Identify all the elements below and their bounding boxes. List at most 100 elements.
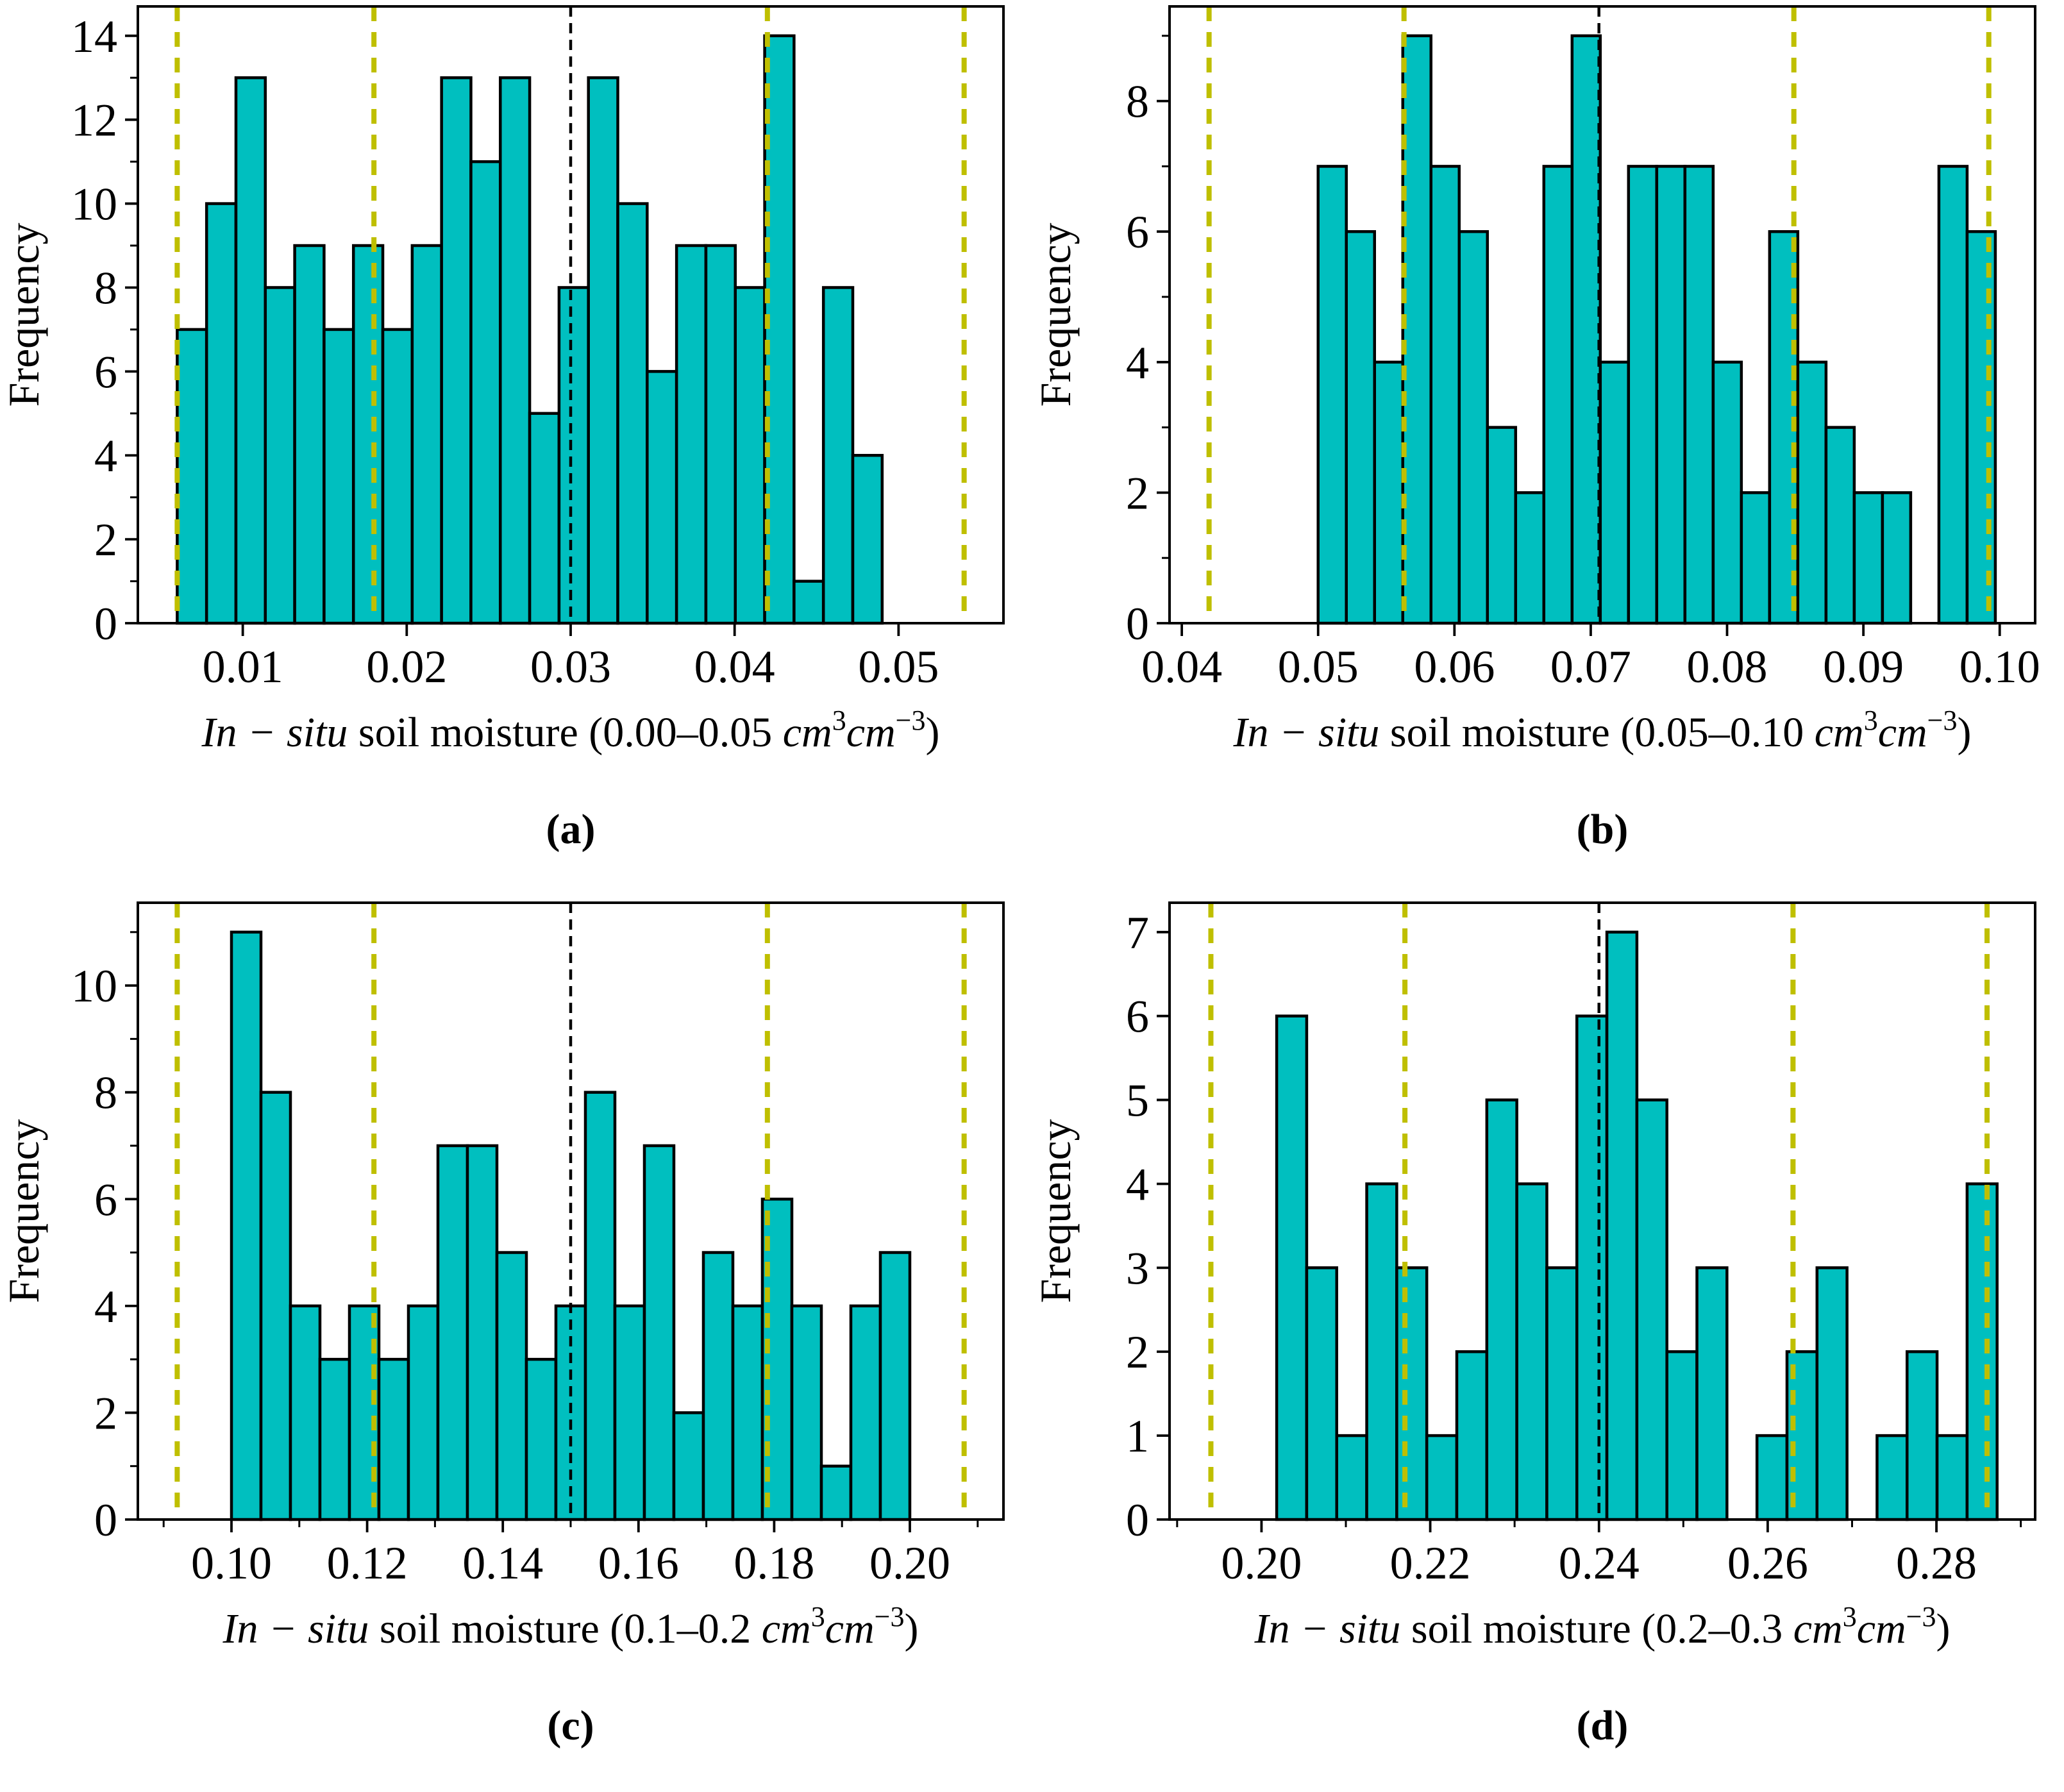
- histogram-bar: [642, 1144, 676, 1521]
- y-axis-label: Frequency: [1032, 222, 1080, 406]
- histogram-bar: [1635, 1098, 1668, 1521]
- histogram-panel-a: 0.01 0.02 0.03 0.04 0.05 0 2 4 6 8 10 12 14 In − situ…: [0, 0, 1032, 896]
- histogram-bar: [436, 1144, 469, 1521]
- y-tick-label: 4: [1126, 337, 1149, 389]
- histogram-bar: [646, 370, 678, 625]
- chart-d-canvas: 0.20 0.22 0.24 0.26 0.28 0 1 2 3 4 5 6 7 In − situ so…: [1032, 901, 2036, 1652]
- x-tick-label: 0.03: [530, 641, 611, 692]
- x-tick-label: 0.04: [694, 641, 775, 692]
- histogram-bar: [1373, 360, 1405, 625]
- histogram-bar: [289, 1304, 322, 1521]
- caption-b: (b): [1576, 806, 1629, 853]
- histogram-bar: [495, 1251, 528, 1521]
- histogram-bar: [524, 1357, 558, 1521]
- histogram-bar: [1965, 1182, 1999, 1521]
- chart-a-canvas: 0.01 0.02 0.03 0.04 0.05 0 2 4 6 8 10 12 14 In − situ…: [0, 5, 1005, 756]
- histogram-bar: [1275, 1014, 1309, 1521]
- x-tick-label: 0.14: [462, 1537, 543, 1589]
- histogram-bars: [1316, 34, 1997, 625]
- y-tick-label: 6: [1126, 991, 1149, 1043]
- histogram-bar: [1401, 34, 1433, 625]
- histogram-panel-d: 0.20 0.22 0.24 0.26 0.28 0 1 2 3 4 5 6 7 In − situ so…: [1032, 896, 2064, 1792]
- histogram-bar: [348, 1304, 381, 1521]
- plot-frame: [1168, 5, 2036, 624]
- histogram-bar: [1514, 491, 1546, 625]
- y-tick-label: 2: [94, 1387, 117, 1439]
- histogram-bar: [731, 1304, 764, 1521]
- histogram-bar: [264, 286, 296, 625]
- y-axis-label: Frequency: [0, 1119, 48, 1303]
- y-tick-label: 6: [94, 1174, 117, 1225]
- histogram-bar: [407, 1304, 440, 1521]
- x-tick-label: 0.10: [1959, 641, 2040, 692]
- tick-labels: 0.04 0.05 0.06 0.07 0.08 0.09 0.10 0 2 4 6 8: [1126, 76, 2040, 692]
- y-tick-label: 0: [1126, 598, 1149, 649]
- histogram-bar: [176, 328, 208, 625]
- axis-ticks: [125, 931, 979, 1532]
- y-axis-label: Frequency: [1032, 1119, 1080, 1303]
- x-tick-label: 0.09: [1823, 641, 1904, 692]
- sigma-lines: [1206, 6, 1992, 623]
- histogram-bar: [557, 286, 590, 625]
- histogram-bar: [1542, 165, 1574, 625]
- histogram-bar: [1937, 165, 1969, 625]
- histogram-bar: [351, 244, 385, 625]
- histogram-bar: [1824, 426, 1856, 625]
- histogram-bar: [1305, 1266, 1338, 1521]
- x-tick-label: 0.16: [598, 1537, 679, 1589]
- x-tick-label: 0.12: [327, 1537, 408, 1589]
- histogram-bar: [1425, 1434, 1459, 1521]
- histogram-bar: [1655, 165, 1687, 625]
- x-axis-label: In − situ soil moisture (0.1–0.2 cm3cm−3…: [222, 1601, 919, 1652]
- x-tick-label: 0.28: [1896, 1537, 1977, 1589]
- histogram-bar: [1796, 360, 1828, 625]
- histogram-bar: [1852, 491, 1884, 625]
- x-tick-label: 0.26: [1727, 1537, 1808, 1589]
- histogram-bar: [793, 580, 825, 625]
- histogram-bar: [1665, 1350, 1699, 1521]
- histogram-bar: [1785, 1350, 1819, 1521]
- histogram-bar: [230, 930, 263, 1521]
- histogram-bar: [259, 1091, 292, 1521]
- histogram-bar: [1429, 165, 1461, 625]
- axis-ticks: [1157, 35, 2001, 636]
- y-tick-label: 6: [94, 346, 117, 398]
- y-tick-label: 2: [1126, 1327, 1149, 1378]
- histogram-bar: [821, 286, 855, 625]
- histogram-bars: [1275, 930, 1999, 1521]
- y-tick-label: 0: [1126, 1495, 1149, 1546]
- y-tick-label: 10: [71, 960, 117, 1012]
- x-tick-label: 0.06: [1414, 641, 1495, 692]
- y-tick-label: 8: [1126, 76, 1149, 128]
- y-tick-label: 10: [71, 179, 117, 230]
- y-tick-label: 0: [94, 1495, 117, 1546]
- axis-ticks: [1157, 930, 2022, 1532]
- tick-labels: 0.20 0.22 0.24 0.26 0.28 0 1 2 3 4 5 6 7: [1126, 907, 1977, 1589]
- y-tick-label: 4: [94, 1281, 117, 1332]
- y-tick-label: 7: [1126, 907, 1149, 959]
- histogram-bar: [1365, 1182, 1398, 1521]
- sigma-lines: [174, 903, 967, 1520]
- histogram-bar: [1395, 1266, 1429, 1521]
- histogram-bar: [469, 160, 502, 625]
- plot-frame: [1168, 901, 2036, 1521]
- chart-c-canvas: 0.10 0.12 0.14 0.16 0.18 0.20 0 2 4 6 8 10 In − situ…: [0, 901, 1005, 1652]
- x-tick-label: 0.20: [869, 1537, 950, 1589]
- histogram-bar: [234, 76, 267, 625]
- x-tick-label: 0.22: [1390, 1537, 1471, 1589]
- histogram-bar: [587, 76, 619, 625]
- histogram-bar: [763, 34, 796, 625]
- histogram-bar: [1740, 491, 1772, 625]
- tick-labels: 0.01 0.02 0.03 0.04 0.05 0 2 4 6 8 10 12 14: [71, 11, 939, 692]
- x-tick-label: 0.07: [1550, 641, 1631, 692]
- histogram-bar: [1316, 165, 1348, 625]
- histogram-bar: [1935, 1434, 1969, 1521]
- tick-labels: 0.10 0.12 0.14 0.16 0.18 0.20 0 2 4 6 8 10: [71, 960, 950, 1589]
- histogram-bar: [819, 1464, 853, 1521]
- histogram-bar: [1345, 230, 1376, 625]
- histogram-bar: [1605, 930, 1639, 1521]
- x-tick-label: 0.24: [1559, 1537, 1640, 1589]
- x-tick-label: 0.08: [1687, 641, 1768, 692]
- axis-ticks: [125, 34, 900, 636]
